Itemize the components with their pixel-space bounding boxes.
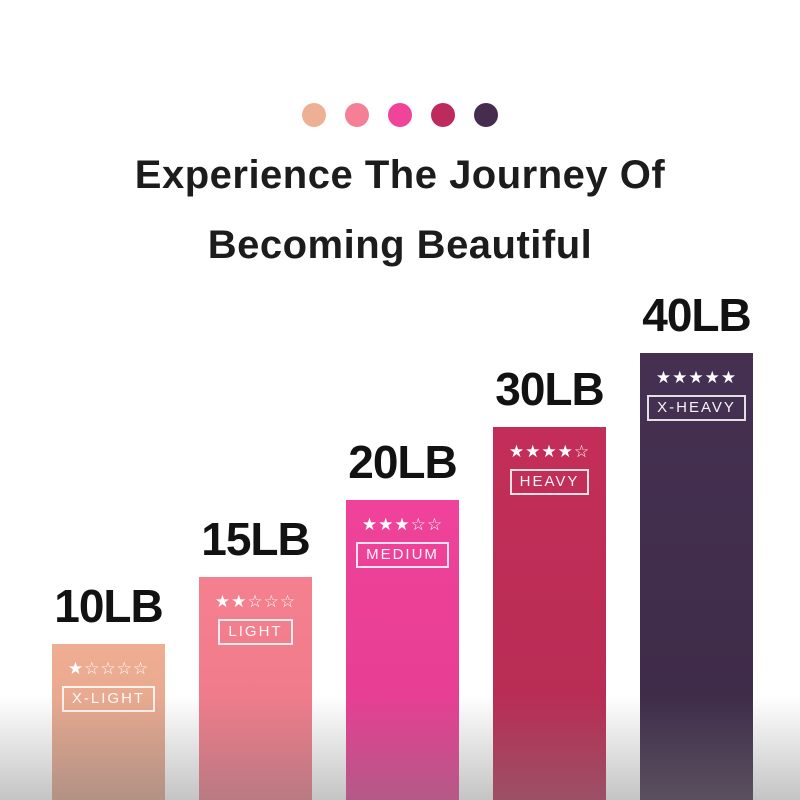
level-badge-label: HEAVY [519, 473, 580, 490]
bar-weight-label: 10LB [54, 580, 163, 632]
level-badge: X-LIGHT [61, 686, 156, 712]
level-badge-label: LIGHT [228, 623, 283, 640]
level-badge: HEAVY [509, 469, 590, 495]
star-rating: ★★☆☆☆ [214, 592, 297, 612]
level-badge-label: X-HEAVY [657, 399, 736, 416]
bar-weight-label: 40LB [642, 289, 751, 341]
palette-dot-light-icon [345, 103, 369, 127]
level-badge-label: X-LIGHT [71, 690, 146, 707]
bar-x-light: ★☆☆☆☆ X-LIGHT [52, 644, 165, 800]
level-badge: MEDIUM [356, 542, 449, 568]
palette-dot-heavy-icon [431, 103, 455, 127]
weight-bar-chart: 10LB ★☆☆☆☆ X-LIGHT 15LB ★★☆☆☆ LIGHT 20LB… [52, 292, 753, 800]
bar-column-x-heavy: 40LB ★★★★★ X-HEAVY [640, 292, 753, 800]
bar-light: ★★☆☆☆ LIGHT [199, 577, 312, 800]
bar-x-heavy: ★★★★★ X-HEAVY [640, 353, 753, 800]
palette-dots-row [0, 103, 800, 127]
star-rating: ★★★★★ [655, 368, 738, 388]
level-badge-label: MEDIUM [366, 546, 439, 563]
title-line-2: Becoming Beautiful [207, 223, 593, 267]
level-badge: X-HEAVY [647, 395, 746, 421]
bar-heavy: ★★★★☆ HEAVY [493, 427, 606, 800]
title-line-1: Experience The Journey Of [134, 153, 666, 197]
bar-column-x-light: 10LB ★☆☆☆☆ X-LIGHT [52, 583, 165, 800]
page-title: Experience The Journey Of Becoming Beaut… [0, 140, 800, 280]
bar-weight-label: 20LB [348, 436, 457, 488]
level-badge: LIGHT [218, 619, 293, 645]
bar-weight-label: 15LB [201, 513, 310, 565]
star-rating: ★☆☆☆☆ [67, 659, 150, 679]
star-rating: ★★★★☆ [508, 442, 591, 462]
bar-column-heavy: 30LB ★★★★☆ HEAVY [493, 366, 606, 800]
palette-dot-x-heavy-icon [474, 103, 498, 127]
palette-dot-medium-icon [388, 103, 412, 127]
palette-dot-x-light-icon [302, 103, 326, 127]
bar-medium: ★★★☆☆ MEDIUM [346, 500, 459, 800]
bar-weight-label: 30LB [495, 363, 604, 415]
bar-column-medium: 20LB ★★★☆☆ MEDIUM [346, 439, 459, 800]
bar-column-light: 15LB ★★☆☆☆ LIGHT [199, 516, 312, 800]
star-rating: ★★★☆☆ [361, 515, 444, 535]
